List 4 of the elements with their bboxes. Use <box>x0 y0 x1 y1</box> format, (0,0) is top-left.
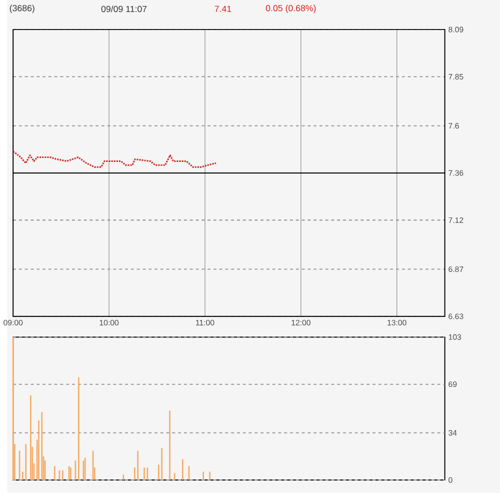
chart-title: (3686) <box>10 4 34 14</box>
chart-subtitle: 09/09 11:07 <box>101 6 147 12</box>
text: 7.41 <box>214 6 232 12</box>
text: 0.05 (0.68%) <box>266 4 316 14</box>
